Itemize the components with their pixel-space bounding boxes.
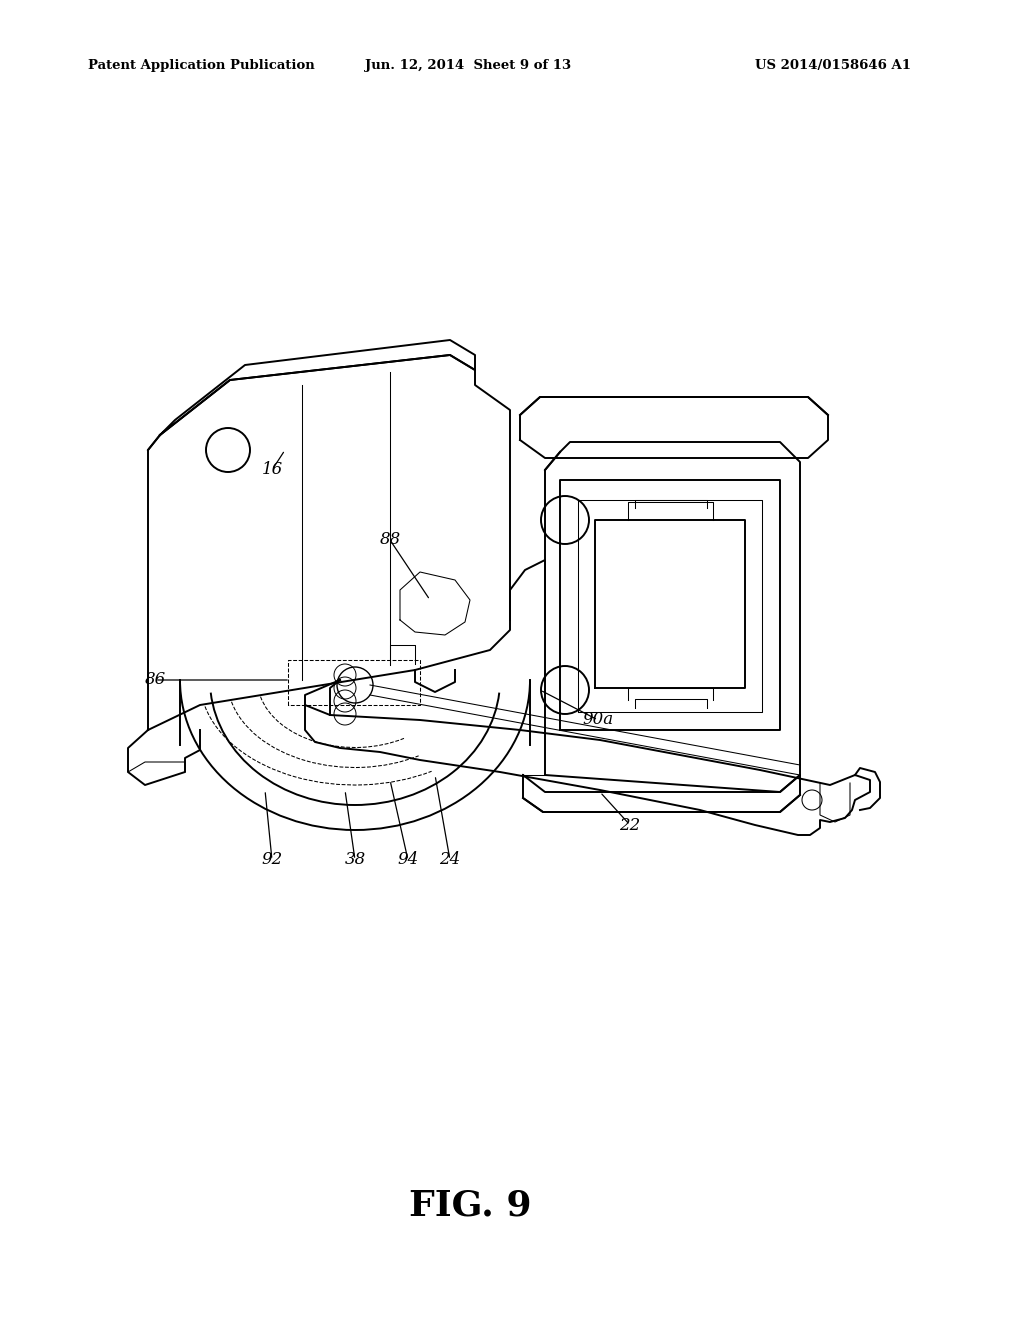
Text: 94: 94 [397, 851, 419, 869]
Text: 92: 92 [261, 851, 283, 869]
Text: 88: 88 [379, 532, 400, 549]
Text: 24: 24 [439, 851, 461, 869]
Text: FIG. 9: FIG. 9 [409, 1188, 531, 1222]
Text: 90a: 90a [583, 711, 613, 729]
Text: 38: 38 [344, 851, 366, 869]
Text: 86: 86 [144, 672, 166, 689]
Text: Patent Application Publication: Patent Application Publication [88, 58, 314, 71]
Text: Jun. 12, 2014  Sheet 9 of 13: Jun. 12, 2014 Sheet 9 of 13 [365, 58, 571, 71]
Text: 22: 22 [620, 817, 641, 833]
Text: 16: 16 [261, 462, 283, 479]
Text: US 2014/0158646 A1: US 2014/0158646 A1 [755, 58, 911, 71]
